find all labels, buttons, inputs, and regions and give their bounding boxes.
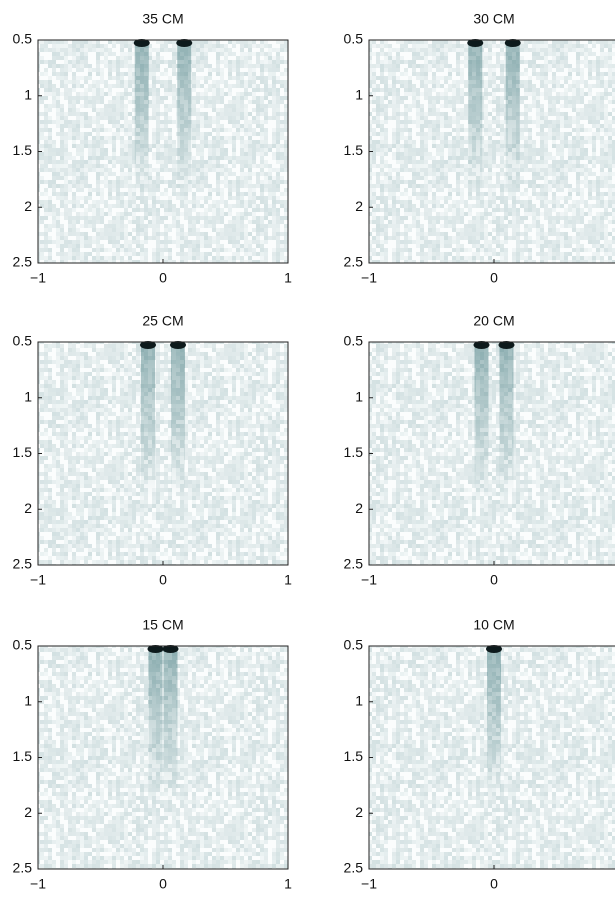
beam	[141, 342, 155, 499]
y-tick-label: 0.5	[344, 637, 364, 653]
source-spot	[176, 39, 193, 47]
x-tick-label: −1	[30, 876, 46, 892]
x-tick-label: 0	[159, 270, 167, 286]
beam	[499, 342, 514, 499]
beam	[177, 40, 192, 197]
y-tick-label: 1	[24, 692, 32, 708]
y-tick-label: 2.5	[344, 556, 364, 572]
y-tick-label: 2	[355, 198, 363, 214]
x-tick-label: 1	[284, 572, 292, 588]
y-tick-label: 2	[24, 804, 32, 820]
heatmap-background	[38, 40, 288, 263]
beam	[163, 646, 178, 803]
y-tick-label: 0.5	[344, 333, 364, 349]
beam	[171, 342, 185, 499]
y-tick-label: 2	[24, 500, 32, 516]
y-tick-label: 1.5	[344, 444, 364, 460]
y-tick-label: 2.5	[13, 556, 33, 572]
beam	[505, 40, 520, 197]
x-tick-label: 0	[159, 572, 167, 588]
x-tick-label: −1	[30, 270, 46, 286]
panel-title: 25 CM	[142, 313, 183, 329]
source-spot	[170, 341, 186, 349]
panel-title: 20 CM	[473, 313, 514, 329]
y-tick-label: 0.5	[13, 637, 33, 653]
source-spot	[133, 39, 150, 47]
y-tick-label: 0.5	[13, 31, 33, 47]
x-tick-label: 1	[284, 270, 292, 286]
y-tick-label: 2.5	[344, 254, 364, 270]
y-tick-label: 1.5	[13, 748, 33, 764]
y-tick-label: 2.5	[13, 860, 33, 876]
source-spot	[467, 39, 484, 47]
heatmap-background	[38, 342, 288, 565]
beam	[134, 40, 149, 197]
y-tick-label: 2.5	[344, 860, 364, 876]
source-spot	[486, 645, 502, 653]
y-tick-label: 1	[355, 388, 363, 404]
y-tick-label: 0.5	[13, 333, 33, 349]
beam	[468, 40, 483, 197]
panel-title: 10 CM	[473, 617, 514, 633]
x-tick-label: −1	[30, 572, 46, 588]
x-tick-label: 0	[490, 270, 498, 286]
source-spot	[147, 645, 164, 653]
source-spot	[504, 39, 521, 47]
source-spot	[162, 645, 179, 653]
y-tick-label: 1.5	[13, 444, 33, 460]
x-tick-label: 0	[490, 876, 498, 892]
y-tick-label: 2	[355, 500, 363, 516]
y-tick-label: 2	[355, 804, 363, 820]
panel-title: 35 CM	[142, 11, 183, 27]
heatmap-background	[369, 342, 615, 565]
panel-title: 15 CM	[142, 617, 183, 633]
x-tick-label: 1	[284, 876, 292, 892]
y-tick-label: 1	[355, 692, 363, 708]
y-tick-label: 1	[355, 86, 363, 102]
x-tick-label: 0	[490, 572, 498, 588]
panel-title: 30 CM	[473, 11, 514, 27]
y-tick-label: 1.5	[344, 142, 364, 158]
y-tick-label: 2	[24, 198, 32, 214]
heatmap-background	[369, 40, 615, 263]
x-tick-label: 0	[159, 876, 167, 892]
beam	[487, 646, 501, 803]
y-tick-label: 2.5	[13, 254, 33, 270]
y-tick-label: 1	[24, 388, 32, 404]
source-spot	[473, 341, 490, 349]
y-tick-label: 1.5	[13, 142, 33, 158]
beam	[474, 342, 489, 499]
source-spot	[140, 341, 156, 349]
y-tick-label: 0.5	[344, 31, 364, 47]
y-tick-label: 1	[24, 86, 32, 102]
x-tick-label: −1	[361, 270, 377, 286]
y-tick-label: 1.5	[344, 748, 364, 764]
x-tick-label: −1	[361, 876, 377, 892]
x-tick-label: −1	[361, 572, 377, 588]
heatmap-background	[38, 646, 288, 869]
source-spot	[498, 341, 515, 349]
beam	[148, 646, 163, 803]
